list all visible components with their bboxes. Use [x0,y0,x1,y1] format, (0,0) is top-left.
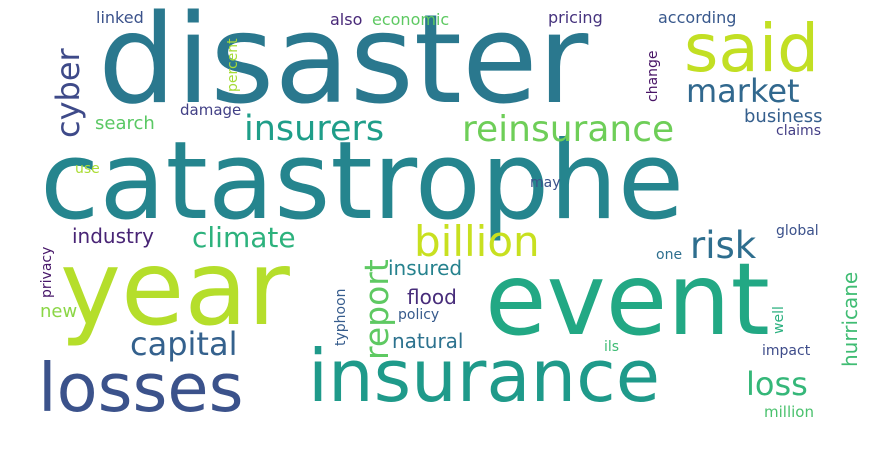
word: claims [776,123,821,139]
word: hurricane [838,271,862,367]
word: loss [746,365,808,403]
word: business [744,106,823,127]
word: risk [690,224,757,267]
word: impact [762,343,811,359]
word: privacy [39,246,55,298]
word: natural [392,329,464,353]
word: industry [72,224,154,248]
word: reinsurance [462,109,675,150]
word: damage [180,101,242,119]
word: also [330,10,363,29]
word: one [656,247,683,263]
word: change [645,50,661,102]
word: may [530,175,561,191]
word: linked [96,8,144,27]
word: typhoon [333,288,349,346]
word: percent [225,38,241,92]
word: well [771,306,787,334]
word: catastrophe [40,119,685,244]
word: flood [407,285,457,309]
word: search [95,113,155,134]
word: year [60,229,290,349]
word: ils [604,339,620,355]
word: global [776,223,819,239]
word: pricing [548,8,603,27]
word: policy [398,307,440,323]
word: insurers [244,109,385,149]
word: disaster [98,0,589,132]
word: million [764,403,814,421]
word: insured [388,256,463,280]
word: insurance [308,334,661,418]
word: said [684,10,820,87]
word: event [485,241,770,358]
word: market [686,72,800,110]
word: use [75,161,100,177]
word: economic [372,10,450,29]
word: capital [130,325,238,363]
word: billion [414,217,540,266]
word: climate [192,221,296,254]
word: new [40,301,78,322]
word: according [658,8,737,27]
word: cyber [49,48,87,138]
word: losses [38,349,244,427]
